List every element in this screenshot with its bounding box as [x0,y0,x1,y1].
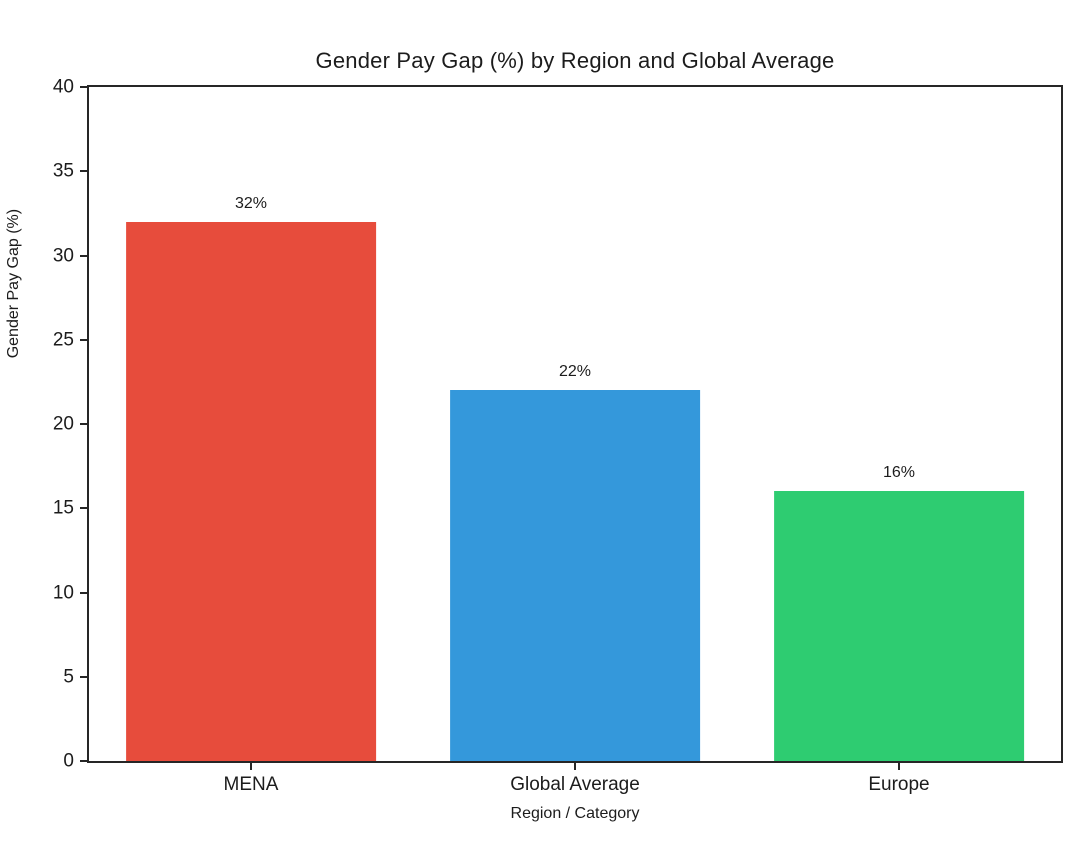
y-tick-mark [80,507,89,510]
x-tick-label-europe: Europe [868,774,930,795]
bar-value-label: 32% [234,194,267,212]
chart-title: Gender Pay Gap (%) by Region and Global … [315,48,835,73]
y-tick-mark [80,170,89,173]
y-tick-label: 40 [52,76,74,98]
y-tick-label: 25 [52,329,74,351]
x-tick-label-mena: MENA [223,774,279,795]
x-axis-label: Region / Category [510,805,640,822]
y-axis-label: Gender Pay Gap (%) [5,208,22,359]
bar-global-average [450,390,700,761]
bar-mena [126,221,376,761]
y-tick-mark [80,760,89,762]
y-tick-mark [80,675,89,678]
bar-value-label: 16% [882,464,916,482]
y-tick-label: 35 [52,160,74,182]
bar-europe [774,491,1024,761]
y-tick-label: 30 [52,245,74,266]
y-tick-label: 10 [52,582,74,603]
y-tick-label: 20 [52,413,74,435]
y-tick-label: 5 [63,666,74,688]
y-tick-mark [80,338,89,341]
y-tick-mark [80,591,89,594]
y-tick-label: 15 [52,497,74,519]
x-tick-mark [249,761,252,770]
y-tick-mark [80,86,89,88]
x-tick-label-global-average: Global Average [510,774,640,795]
plot-area: 0 5 10 15 20 25 30 35 40 32% MENA 22% Global Average… [53,78,1063,794]
x-tick-mark [574,761,576,770]
y-tick-mark [80,423,89,425]
y-tick-label: 0 [63,750,74,772]
bar-value-label: 22% [558,363,592,381]
y-tick-mark [80,254,89,257]
x-tick-mark [898,761,900,770]
